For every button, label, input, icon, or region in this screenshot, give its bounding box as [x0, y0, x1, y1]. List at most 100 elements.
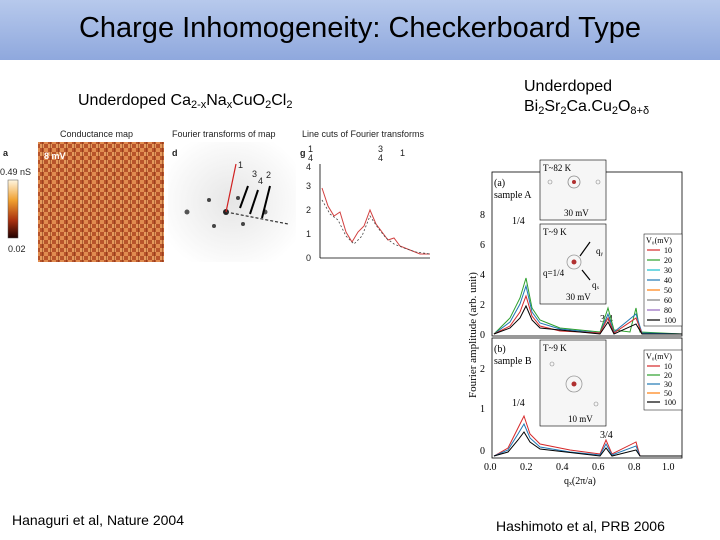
- legend-label: 40: [664, 276, 672, 285]
- panel-d-letter: d: [172, 148, 178, 158]
- panel-a-inset-top: [539, 159, 607, 221]
- legend-label: 50: [664, 286, 672, 295]
- right-heading-part: O: [617, 98, 631, 115]
- inset-top-temp: T~82 K: [543, 163, 572, 173]
- inset-spot: [547, 179, 553, 185]
- inset-spot: [566, 254, 582, 270]
- panel-d-marker: 3: [252, 169, 257, 179]
- panel-g-top-label: 1: [308, 144, 313, 154]
- arrow-icon: [239, 185, 249, 209]
- right-heading-sub: 2: [538, 105, 545, 117]
- panel-g-letter: g: [300, 148, 306, 158]
- x-tick: 0.0: [484, 462, 497, 473]
- panel-a-legend-items: 10 20 30 40 50 60 80 100: [647, 246, 676, 325]
- x-tick: 1.0: [662, 462, 675, 473]
- legend-label: 60: [664, 296, 672, 305]
- left-heading: Underdoped Ca2-xNaxCuO2Cl2: [78, 92, 292, 111]
- panel-b-quarter: 1/4: [512, 398, 525, 409]
- panel-a-scale-bottom: 0.02: [8, 244, 26, 254]
- panel-a-legend-title: V₀(mV): [646, 236, 672, 245]
- x-axis-label: qₓ(2π/a): [564, 476, 596, 487]
- panel-a-label: (a): [494, 178, 505, 189]
- inset-bottom-energy: 30 mV: [566, 292, 591, 302]
- right-citation: Hashimoto et al, PRB 2006: [496, 518, 665, 534]
- line-cut-curve: [321, 187, 430, 255]
- right-heading-sub: 2: [611, 105, 618, 117]
- panel-d-marker: 1: [238, 160, 243, 170]
- left-figure: Conductance map a 0.49 nS 0.02 8 mV Four…: [0, 129, 431, 263]
- legend-label: 20: [664, 256, 672, 265]
- legend-label: 30: [664, 380, 672, 389]
- inset-spot: [565, 375, 583, 393]
- left-heading-part: CuO: [232, 92, 266, 109]
- right-heading-sub: 8+δ: [630, 105, 650, 117]
- panel-g-y-tick: 3: [306, 181, 311, 191]
- panel-b-legend-items: 10 20 30 50 100: [647, 362, 676, 407]
- panel-a-y-tick: 4: [480, 270, 485, 281]
- panel-g-top-label: 4: [308, 153, 313, 163]
- panel-a-sample: sample A: [494, 190, 532, 201]
- panel-b-legend: [643, 349, 683, 411]
- fourier-spot: [184, 209, 190, 215]
- left-heading-part: Cl: [271, 92, 287, 109]
- right-heading-part: Sr: [544, 98, 561, 115]
- right-heading-line2: Bi2Sr2Ca.Cu2O8+δ: [524, 98, 649, 117]
- right-heading-part: Bi: [524, 98, 539, 115]
- panel-a-y-tick: 0: [480, 330, 485, 341]
- inset-b-energy: 10 mV: [568, 414, 593, 424]
- panel-d-fourier-map: [168, 142, 296, 262]
- x-tick: 0.2: [520, 462, 533, 473]
- panel-a-quarter: 1/4: [512, 216, 525, 227]
- inset-top-energy: 30 mV: [564, 208, 589, 218]
- fourier-spot: [236, 196, 240, 200]
- panel-g-top-label: 4: [378, 153, 383, 163]
- panel-b-label: (b): [494, 344, 506, 355]
- panel-a-energy: 8 mV: [44, 151, 66, 161]
- legend-label: 50: [664, 389, 672, 398]
- panel-a-title: Conductance map: [60, 129, 133, 139]
- inset-bottom-q: q=1/4: [543, 268, 565, 278]
- panel-g-title: Line cuts of Fourier transforms: [302, 129, 425, 139]
- arrow-icon: [581, 269, 591, 281]
- panel-b-sample: sample B: [494, 356, 532, 367]
- slide-title: Charge Inhomogeneity: Checkerboard Type: [78, 12, 642, 44]
- arrow-icon: [261, 185, 271, 219]
- spectrum-line: [493, 294, 682, 335]
- left-heading-part: Na: [206, 92, 227, 109]
- y-axis-label: Fourier amplitude (arb. unit): [467, 272, 479, 398]
- panel-g-y-tick: 0: [306, 253, 311, 263]
- panel-a-y-tick: 6: [480, 240, 485, 251]
- panel-a-y-tick: 2: [480, 300, 485, 311]
- inset-b-temp: T~9 K: [543, 343, 567, 353]
- inset-spot: [595, 179, 601, 185]
- panel-d-marker: 2: [266, 170, 271, 180]
- panel-a-conductance-map: [38, 142, 164, 262]
- x-tick: 0.8: [628, 462, 641, 473]
- fourier-spot: [207, 198, 211, 202]
- right-heading-part: Ca.Cu: [566, 98, 612, 115]
- left-heading-sub: 2: [265, 99, 272, 111]
- left-heading-sub: x: [226, 99, 233, 111]
- inset-spot: [549, 361, 555, 367]
- spectrum-line: [493, 304, 682, 335]
- panel-a-colorbar: [7, 179, 19, 239]
- fourier-spot: [212, 224, 216, 228]
- left-heading-sub: 2: [286, 99, 293, 111]
- inset-spot: [567, 175, 581, 189]
- left-citation: Hanaguri et al, Nature 2004: [12, 512, 184, 528]
- inset-spot: [572, 180, 576, 184]
- panel-b-y-tick: 1: [480, 404, 485, 415]
- panel-g-top-label: 1: [400, 148, 405, 158]
- arrow-icon: [579, 241, 591, 257]
- panel-g-top-label: 3: [378, 144, 383, 154]
- left-heading-part: Underdoped Ca: [78, 92, 191, 109]
- legend-label: 80: [664, 306, 672, 315]
- panel-g-y-tick: 2: [306, 205, 311, 215]
- inset-bottom-qy: qᵧ: [596, 246, 604, 257]
- panel-a-y-tick: 8: [480, 210, 485, 221]
- panel-b-three-quarter: 3/4: [600, 430, 613, 441]
- x-tick: 0.6: [592, 462, 605, 473]
- panel-b-y-tick: 0: [480, 446, 485, 457]
- inset-spot: [571, 381, 577, 387]
- inset-bottom-qx: qₓ: [592, 280, 600, 290]
